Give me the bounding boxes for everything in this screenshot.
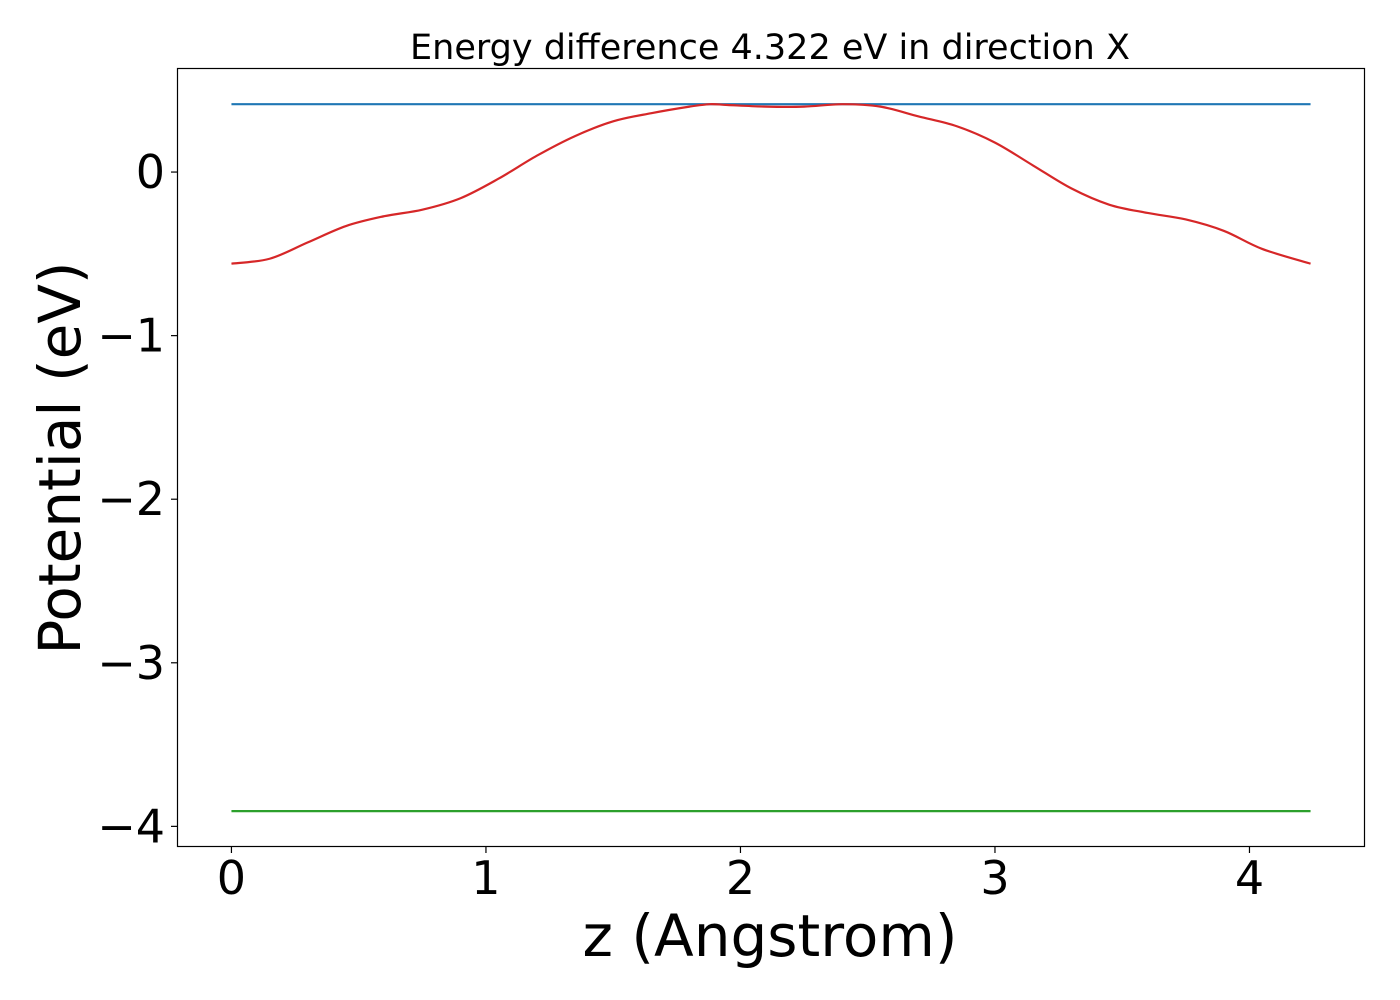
y-tick-label: −2 [97,472,165,526]
x-tick-label: 1 [471,851,500,905]
y-tick-label: −4 [97,799,165,853]
y-axis-label: Potential (eV) [26,261,94,654]
y-tick-label: −1 [97,309,165,363]
x-axis-label: z (Angstrom) [583,902,958,970]
chart-title: Energy difference 4.322 eV in direction … [410,28,1130,68]
ticks-layer: 0 1 2 3 4 −4 −3 −2 −1 0 [97,145,1264,905]
y-tick-label: 0 [136,145,165,199]
y-tick-label: −3 [97,636,165,690]
x-tick-label: 3 [980,851,1009,905]
x-tick-label: 4 [1235,851,1264,905]
series-layer [231,103,1311,813]
series-line-3 [231,103,1311,265]
plot-frame [176,67,1366,848]
x-tick-label: 0 [217,851,246,905]
x-tick-label: 2 [726,851,755,905]
